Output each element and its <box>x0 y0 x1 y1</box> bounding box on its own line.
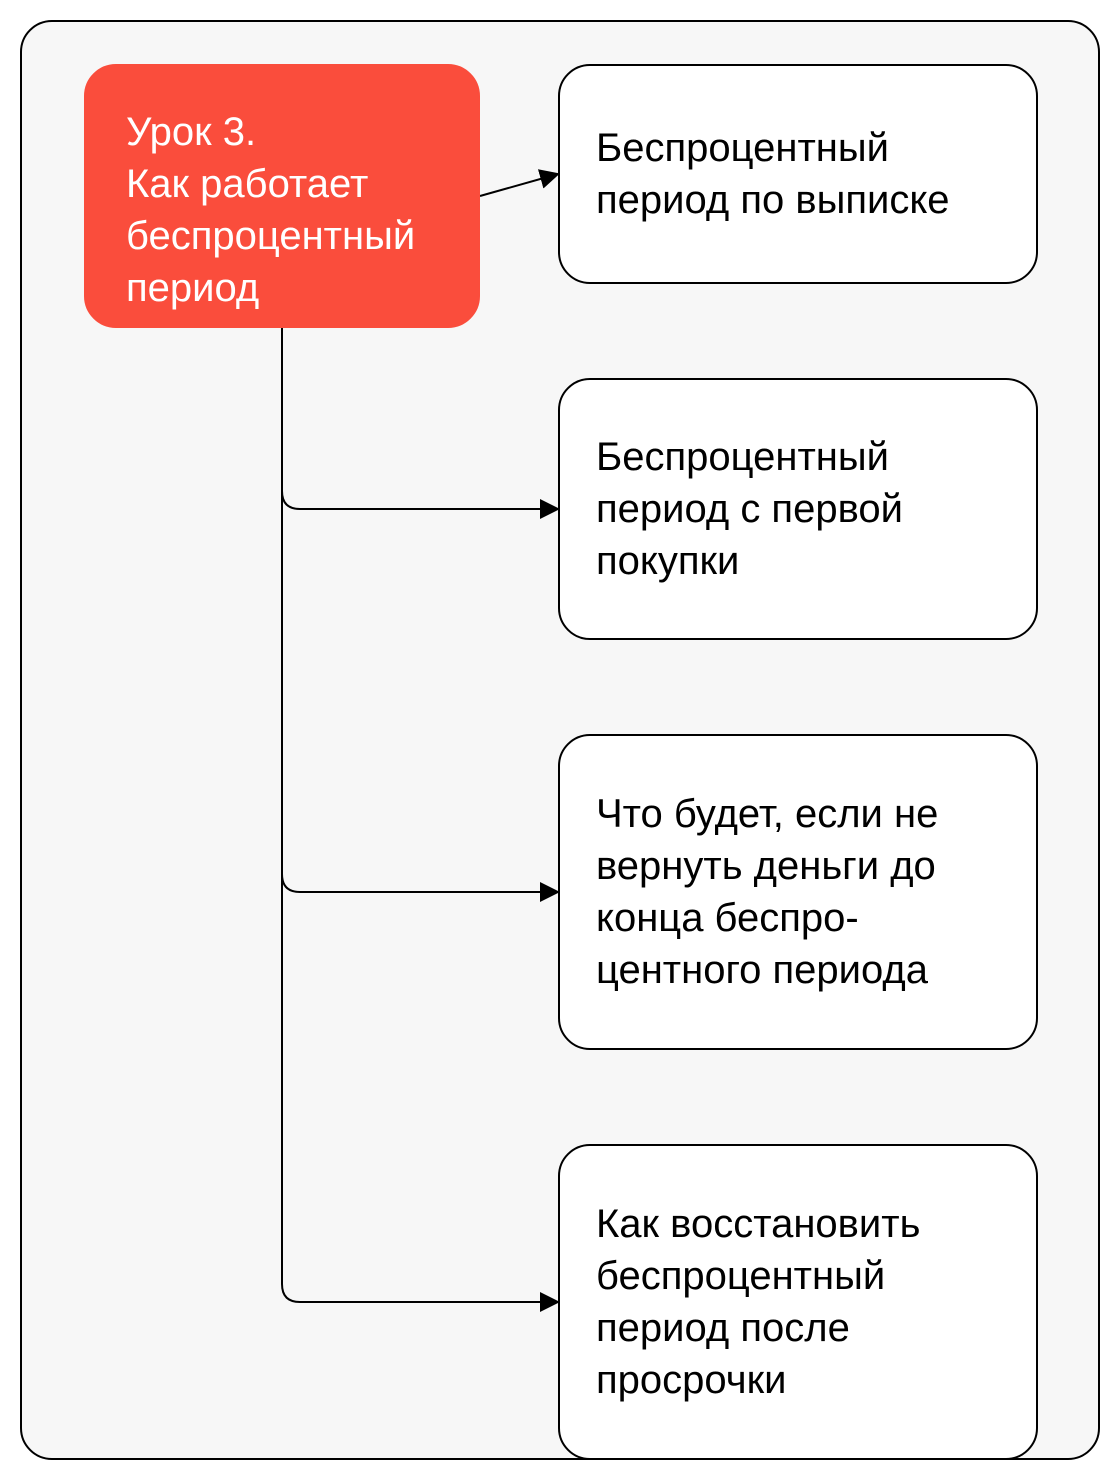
child-node-3: Как восстановить беспроцентный период по… <box>558 1144 1038 1460</box>
child-node-label: Беспроцентный период по выписке <box>596 122 1000 226</box>
child-node-label: Как восстановить беспроцентный период по… <box>596 1198 1000 1406</box>
child-node-2: Что будет, если не вернуть деньги до кон… <box>558 734 1038 1050</box>
child-node-label: Что будет, если не вернуть деньги до кон… <box>596 788 1000 996</box>
root-node-label: Урок 3.Как работает беспроцентный период <box>126 106 438 314</box>
child-node-1: Беспроцентный период с первой покупки <box>558 378 1038 640</box>
child-node-label: Беспроцентный период с первой покупки <box>596 431 1000 587</box>
child-node-0: Беспроцентный период по выписке <box>558 64 1038 284</box>
root-node: Урок 3.Как работает беспроцентный период <box>84 64 480 328</box>
diagram-canvas: Урок 3.Как работает беспроцентный период… <box>0 0 1120 1480</box>
